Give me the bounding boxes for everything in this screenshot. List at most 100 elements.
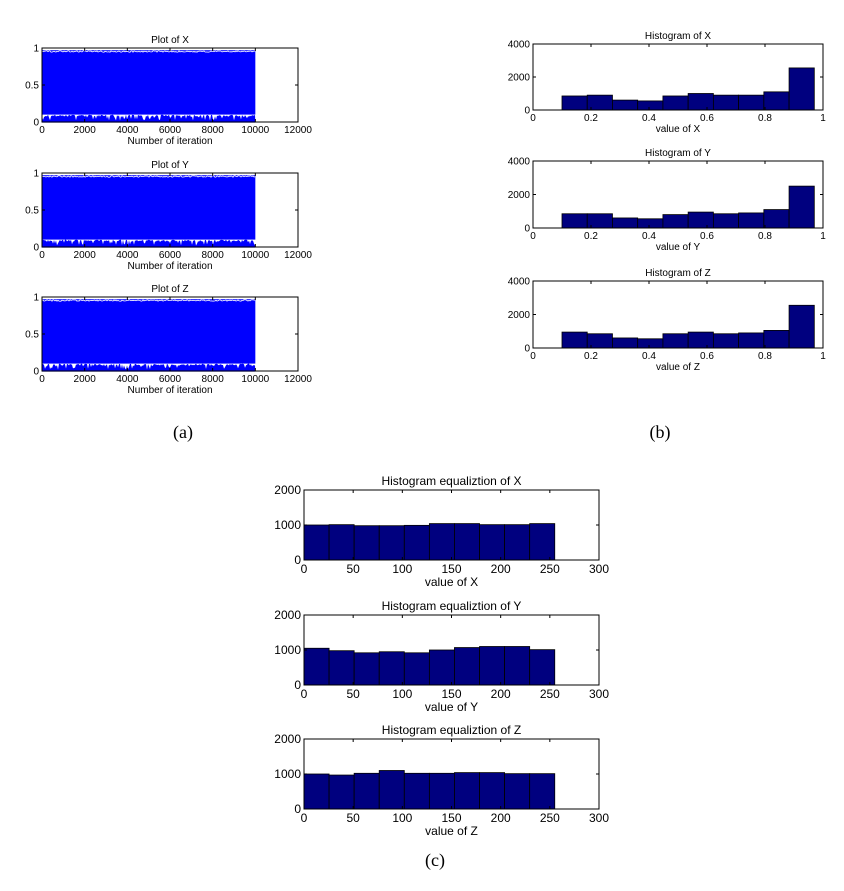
plotY-signal-upper-edge <box>41 175 256 178</box>
histY-bar-9 <box>763 209 790 229</box>
histY-xtick-label-1: 0.2 <box>584 231 598 242</box>
eqY-xtick-label-4: 200 <box>491 687 511 701</box>
histZ-bar-5 <box>662 333 689 349</box>
histY-xtick-label-4: 0.8 <box>758 231 772 242</box>
histZ-xtick-label-3: 0.6 <box>700 351 714 362</box>
histZ-bar-9 <box>763 330 790 349</box>
plotY-signal-band <box>42 175 256 240</box>
plotZ-signal-lower-spikes <box>42 363 256 372</box>
eqX-xtick-label-1: 50 <box>346 562 360 576</box>
plotZ-xtick-label-5: 10000 <box>241 374 269 385</box>
eqY-bar-5 <box>403 652 430 686</box>
eqY-ytick-label-0: 0 <box>294 678 301 692</box>
histY-ytick-label-1: 2000 <box>508 190 531 201</box>
plotX-xtick-label-2: 4000 <box>116 125 139 136</box>
histX-bar-10 <box>788 67 815 111</box>
histZ-ytick-label-2: 4000 <box>508 277 531 288</box>
plotZ-signal-upper-edge <box>41 299 255 302</box>
plotY-title: Plot of Y <box>151 160 189 171</box>
caption-a: (a) <box>173 422 193 443</box>
plotY-xtick-label-4: 8000 <box>202 250 225 261</box>
histY-title: Histogram of Y <box>645 148 711 159</box>
eqY-ytick-label-1: 1000 <box>274 643 301 657</box>
eqZ-xtick-label-6: 300 <box>589 811 609 825</box>
plotX-ytick-label-0: 0 <box>33 118 39 129</box>
eqY-xtick-label-2: 100 <box>392 687 412 701</box>
histX-ytick-label-0: 0 <box>524 106 530 117</box>
plotZ-ytick-label-2: 1 <box>33 293 39 304</box>
histZ-bar-8 <box>738 332 765 349</box>
eqX-xtick-label-5: 250 <box>540 562 560 576</box>
histX-bar-9 <box>763 91 790 111</box>
histY-xtick-label-0: 0 <box>530 231 536 242</box>
histX-bar-3 <box>612 99 639 111</box>
eqY-bar-8 <box>479 646 505 686</box>
eqZ-ytick-label-2: 2000 <box>274 732 301 746</box>
eqZ-xtick-label-0: 0 <box>301 811 308 825</box>
eqY-bar-6 <box>428 649 455 686</box>
histZ-xtick-label-5: 1 <box>820 351 826 362</box>
histY-ytick-label-0: 0 <box>524 224 530 235</box>
plotZ-xtick-label-2: 4000 <box>116 374 139 385</box>
histY-bar-8 <box>738 212 765 229</box>
caption-b: (b) <box>650 422 671 443</box>
histZ-xtick-label-4: 0.8 <box>758 351 772 362</box>
eqZ-bar-4 <box>378 770 405 810</box>
eqY-bar-7 <box>454 647 480 686</box>
histX-bar-4 <box>637 100 664 111</box>
histZ-bar-10 <box>788 304 815 349</box>
eqY-bar-1 <box>303 647 330 686</box>
histX-ytick-label-1: 2000 <box>508 73 531 84</box>
eqX-xtick-label-6: 300 <box>589 562 609 576</box>
eqZ-bar-2 <box>328 774 355 810</box>
plotX-title: Plot of X <box>151 35 189 46</box>
plotX-xtick-label-3: 6000 <box>159 125 182 136</box>
eqZ-bar-6 <box>428 772 455 810</box>
eqX-bar-7 <box>454 523 480 561</box>
eqX-xlabel: value of X <box>425 575 478 589</box>
eqZ-bar-8 <box>479 772 505 810</box>
histY-bar-3 <box>612 217 639 229</box>
eqY-xtick-label-6: 300 <box>589 687 609 701</box>
plotY-xtick-label-2: 4000 <box>116 250 139 261</box>
eqX-bar-2 <box>328 524 355 561</box>
plotY-xtick-label-6: 12000 <box>284 250 312 261</box>
plotY-xtick-label-0: 0 <box>39 250 45 261</box>
histY-bar-5 <box>662 214 689 229</box>
plotX-ytick-label-2: 1 <box>33 44 39 55</box>
histX-xtick-label-3: 0.6 <box>700 113 714 124</box>
histY-bar-10 <box>788 185 815 229</box>
eqY-xtick-label-5: 250 <box>540 687 560 701</box>
histZ-bar-3 <box>612 337 639 349</box>
eqZ-title: Histogram equaliztion of Z <box>382 723 521 737</box>
eqX-title: Histogram equaliztion of X <box>381 474 521 488</box>
plotY-ytick-label-1: 0.5 <box>25 206 39 217</box>
eqY-xtick-label-0: 0 <box>301 687 308 701</box>
histZ-bar-7 <box>712 333 740 349</box>
eqY-xtick-label-1: 50 <box>346 687 360 701</box>
eqX-xtick-label-0: 0 <box>301 562 308 576</box>
plotZ-xtick-label-1: 2000 <box>74 374 97 385</box>
plotX-xtick-label-6: 12000 <box>284 125 312 136</box>
histX-xtick-label-4: 0.8 <box>758 113 772 124</box>
eqY-xlabel: value of Y <box>425 700 478 714</box>
plotZ-xtick-label-0: 0 <box>39 374 45 385</box>
histZ-bar-1 <box>561 331 588 349</box>
histY-xlabel: value of Y <box>656 242 701 253</box>
plotY-xtick-label-3: 6000 <box>159 250 182 261</box>
eqX-bar-3 <box>353 525 380 561</box>
eqZ-bar-7 <box>454 772 480 810</box>
histZ-ytick-label-0: 0 <box>524 344 530 355</box>
histX-xtick-label-0: 0 <box>530 113 536 124</box>
eqZ-ytick-label-0: 0 <box>294 802 301 816</box>
histZ-xtick-label-2: 0.4 <box>642 351 656 362</box>
plotY-xtick-label-5: 10000 <box>241 250 269 261</box>
histZ-ytick-label-1: 2000 <box>508 310 531 321</box>
histZ-bar-6 <box>687 331 714 349</box>
histY-bar-4 <box>637 218 664 229</box>
eqZ-bar-5 <box>403 772 430 810</box>
eqZ-ytick-label-1: 1000 <box>274 767 301 781</box>
histX-ytick-label-2: 4000 <box>508 40 531 51</box>
plotZ-ytick-label-1: 0.5 <box>25 330 39 341</box>
